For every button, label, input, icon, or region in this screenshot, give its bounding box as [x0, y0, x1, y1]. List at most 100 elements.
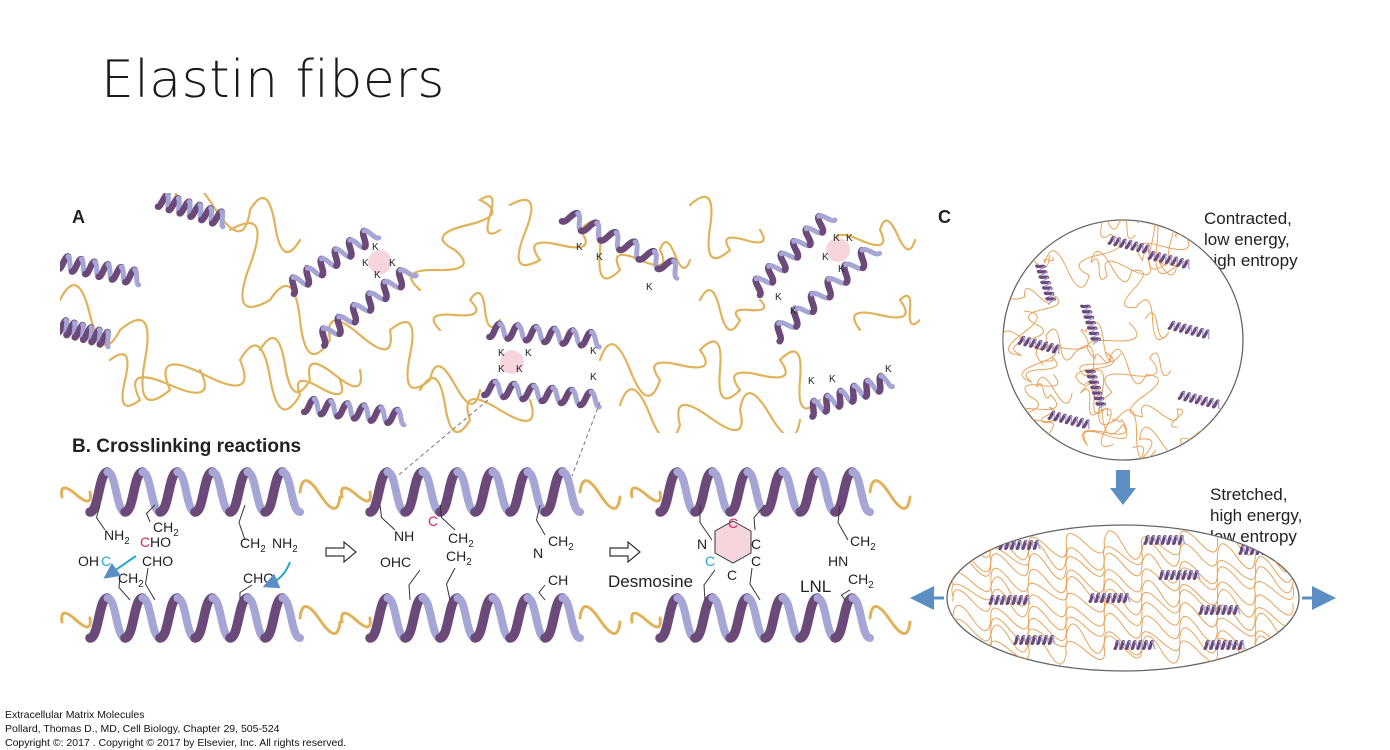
helix-front-strand [1051, 635, 1056, 645]
lysine-label-20: K [829, 374, 836, 385]
helix-a-5 [300, 395, 407, 428]
helix-front-strand [1087, 420, 1090, 430]
coil-a-11 [698, 289, 766, 331]
helix-front-strand [418, 594, 444, 642]
helix-b-top [365, 467, 584, 517]
network-helix-9 [1158, 569, 1201, 581]
network-helix-3 [1080, 304, 1102, 345]
carbon-magenta-1: C [140, 534, 150, 550]
helix-back-strand [725, 467, 753, 517]
aldehyde-label-1: HO [150, 534, 171, 550]
side-chain-7 [379, 504, 396, 531]
helix-front-strand [708, 594, 734, 642]
lysine-label-7: K [498, 364, 505, 375]
helix-a-9 [752, 213, 838, 299]
lysine-label-16: K [838, 264, 845, 275]
helix-back-strand [120, 467, 148, 517]
helix-a-7 [481, 378, 602, 410]
helix-front-strand [1026, 595, 1031, 605]
helix-front-strand [1047, 298, 1056, 305]
desmosine-c-label-3: C [727, 567, 737, 583]
helix-front-strand [671, 258, 680, 281]
network-coil-2 [1003, 406, 1056, 460]
carbon-cyan-1: C [101, 553, 111, 569]
helix-back-strand [260, 593, 288, 643]
coil-b-top-right [298, 479, 342, 510]
helix-b-top [85, 467, 304, 517]
helix-front-strand [418, 468, 444, 516]
helix-front-strand [103, 594, 129, 642]
coil-b-top-left [630, 486, 662, 503]
carbon-magenta-3: C [728, 515, 738, 531]
helix-front-strand [1207, 330, 1210, 340]
helix-back-strand [795, 467, 823, 517]
helix-front-strand [1147, 245, 1150, 255]
helix-front-strand [743, 594, 769, 642]
amine-label-2: NH2 [272, 535, 298, 555]
helix-front-strand [1196, 570, 1201, 580]
helix-back-strand [655, 467, 683, 517]
helix-back-strand [830, 467, 858, 517]
helix-back-strand [225, 593, 253, 643]
helix-a-6 [486, 320, 602, 350]
network-helix-6 [1085, 369, 1107, 410]
zoom-line-right [571, 401, 601, 477]
stretched-network [951, 529, 1295, 665]
helix-back-strand [655, 593, 683, 643]
lysine-label-15: K [822, 252, 829, 263]
network-helix-8 [1107, 235, 1150, 255]
network-coil-0 [1021, 321, 1122, 383]
reaction-arrow-2-icon [609, 540, 641, 564]
helix-front-strand [778, 468, 804, 516]
helix-front-strand [173, 594, 199, 642]
helix-back-strand [558, 210, 581, 225]
methylene-label-4: CH2 [448, 530, 474, 550]
network-helix-1 [1147, 250, 1190, 270]
amine-label-3: NH [394, 528, 414, 544]
helix-front-strand [243, 468, 269, 516]
network-coil-3 [952, 566, 1294, 594]
network-coil-0 [952, 529, 1294, 561]
helix-front-strand [208, 468, 234, 516]
helix-back-strand [260, 467, 288, 517]
helix-front-strand [1151, 640, 1156, 650]
network-coil-4 [951, 576, 1295, 608]
side-chain-11 [445, 567, 456, 601]
helix-back-strand [760, 593, 788, 643]
panel-b-label: B. Crosslinking reactions [72, 436, 301, 457]
helix-b-bottom [365, 593, 584, 643]
helix-front-strand [878, 373, 895, 390]
lysine-label-21: K [885, 364, 892, 375]
network-helix-7 [1113, 639, 1156, 651]
coil-b-top-right [578, 479, 622, 510]
helix-front-strand [523, 594, 549, 642]
helix-front-strand [1097, 403, 1106, 410]
lysine-label-14: K [846, 233, 853, 244]
lysine-label-18: K [790, 306, 797, 317]
lysine-label-19: K [808, 376, 815, 387]
side-chain-2 [145, 504, 156, 523]
coil-a-3 [410, 195, 502, 292]
network-coil-7 [952, 612, 1294, 642]
methylene-label-2: CH2 [118, 570, 144, 590]
network-helix-2 [1017, 335, 1060, 355]
helix-back-strand [470, 593, 498, 643]
coil-b-top-right [868, 479, 912, 510]
helix-a-1 [60, 317, 111, 350]
helix-front-strand [743, 468, 769, 516]
side-chain-15 [703, 569, 716, 601]
helix-front-strand [361, 228, 382, 241]
helix-back-strand [190, 467, 218, 517]
lysine-label-1: K [374, 270, 381, 281]
network-helix-1 [1143, 534, 1186, 546]
methylene-label-3: CH2 [240, 535, 266, 555]
coil-a-2 [228, 221, 482, 405]
helix-a-2 [154, 193, 226, 230]
helix-back-strand [190, 593, 218, 643]
side-chain-14 [753, 504, 766, 531]
coil-a-12 [618, 388, 802, 433]
reaction-arrow-cyan-1 [103, 555, 137, 579]
helix-a-11 [809, 372, 895, 420]
helix-back-strand [400, 593, 428, 643]
